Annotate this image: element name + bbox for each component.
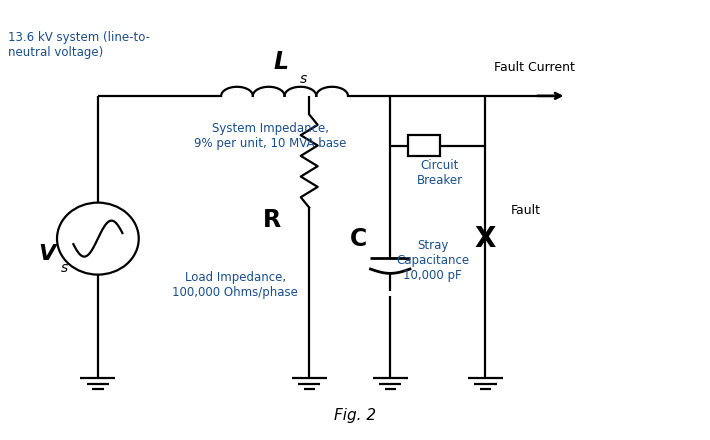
Bar	[408, 135, 439, 156]
Text: Load Impedance,
100,000 Ohms/phase: Load Impedance, 100,000 Ohms/phase	[173, 271, 298, 299]
Text: s: s	[300, 72, 307, 86]
Text: 13.6 kV system (line-to-
neutral voltage): 13.6 kV system (line-to- neutral voltage…	[9, 31, 151, 59]
Text: System Impedance,
9% per unit, 10 MVA base: System Impedance, 9% per unit, 10 MVA ba…	[195, 122, 346, 150]
Text: Circuit
Breaker: Circuit Breaker	[417, 159, 463, 187]
Text: L: L	[273, 50, 288, 74]
Text: Fault Current: Fault Current	[494, 62, 575, 74]
Text: Stray
Capacitance
10,000 pF: Stray Capacitance 10,000 pF	[396, 239, 469, 282]
Text: C: C	[350, 227, 367, 251]
Text: Fig. 2: Fig. 2	[334, 408, 376, 423]
Text: R: R	[263, 208, 281, 232]
Text: Fault: Fault	[510, 204, 540, 217]
Text: V: V	[38, 244, 55, 264]
Text: s: s	[61, 261, 68, 275]
Text: X: X	[474, 224, 496, 253]
